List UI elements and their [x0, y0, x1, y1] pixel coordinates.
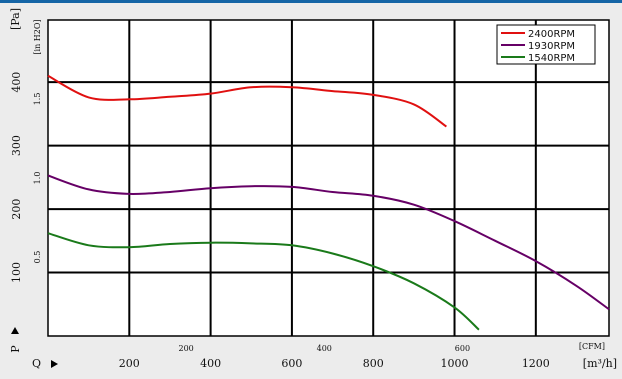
plot-area	[47, 19, 610, 337]
axis-labels: 200 400 600 800 1000 1200 Q [m³/h] 200 400 600 [CFM…	[9, 8, 617, 370]
x-tick-label: 800	[363, 357, 384, 370]
y-tick-label: 300	[10, 135, 23, 156]
x-tick-label: 200	[119, 357, 140, 370]
y2-tick-label: 1.5	[33, 93, 42, 106]
x-axis-unit: [m³/h]	[583, 357, 617, 370]
series-line-2400rpm	[47, 74, 447, 128]
y-axis-marker-p: P	[9, 345, 22, 353]
x-tick-label: 400	[200, 357, 221, 370]
x2-tick-label: 600	[455, 344, 470, 353]
legend-label: 1930RPM	[528, 41, 575, 52]
x2-tick-label: 200	[178, 344, 193, 353]
series-line-1540rpm	[47, 232, 480, 331]
x-tick-label: 600	[281, 357, 302, 370]
series-line-1930rpm	[47, 174, 610, 311]
y2-axis-unit: [in H2O]	[33, 19, 42, 54]
x-tick-label: 1200	[522, 357, 550, 370]
y2-tick-label: 0.5	[33, 251, 42, 264]
play-right-icon	[51, 360, 58, 368]
x2-tick-label: 400	[317, 344, 332, 353]
y-axis-unit: [Pa]	[9, 8, 22, 30]
y-tick-label: 100	[10, 262, 23, 283]
grid-lines	[48, 20, 609, 336]
x2-axis-unit: [CFM]	[579, 342, 605, 351]
y-tick-label: 400	[10, 72, 23, 93]
series-lines	[47, 74, 610, 331]
top-accent-bar	[0, 0, 622, 3]
x-tick-label: 1000	[441, 357, 469, 370]
legend-label: 2400RPM	[528, 29, 575, 40]
y-tick-label: 200	[10, 199, 23, 220]
play-up-icon	[11, 327, 19, 334]
legend-label: 1540RPM	[528, 53, 575, 64]
x-axis-marker-q: Q	[32, 357, 41, 370]
y2-tick-label: 1.0	[33, 172, 42, 185]
